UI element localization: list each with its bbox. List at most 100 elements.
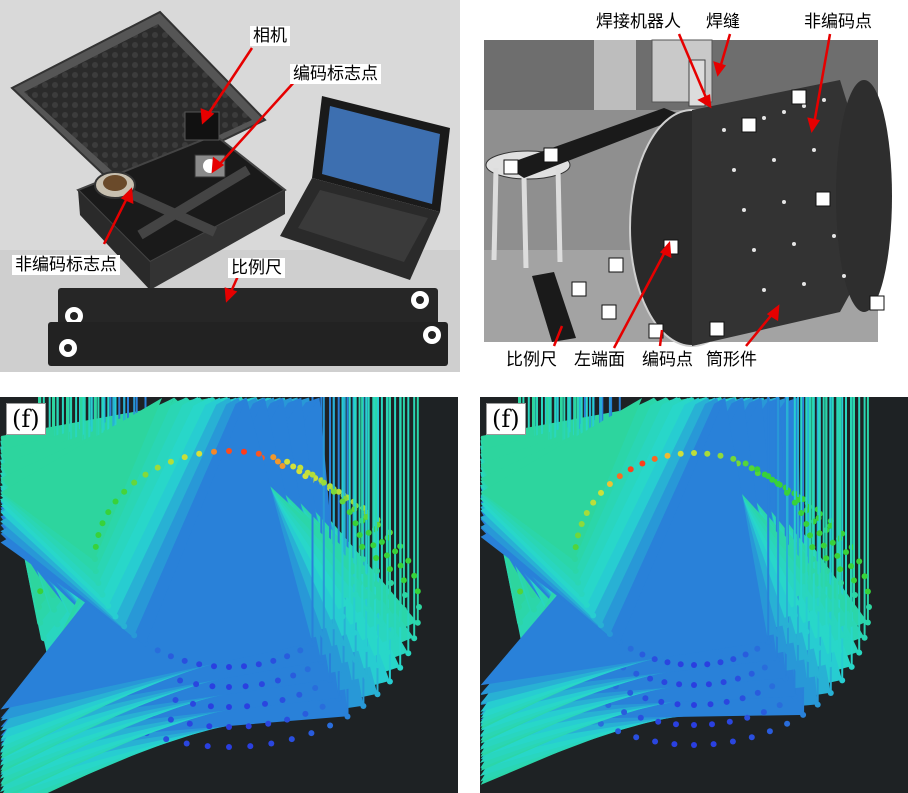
field-arrow: [241, 448, 247, 455]
field-arrow: [642, 695, 649, 702]
field-arrow: [270, 657, 277, 664]
field-arrow: [378, 539, 385, 545]
vector-field-plot-right: (f): [480, 397, 908, 793]
field-arrow: [207, 703, 214, 710]
field-arrow: [691, 702, 697, 708]
field-arrow: [673, 721, 679, 728]
label-camera: 相机: [250, 26, 290, 46]
field-arrow: [167, 716, 174, 723]
field-arrow: [651, 455, 658, 462]
field-arrow: [807, 532, 813, 539]
field-arrow: [177, 677, 184, 684]
field-arrow: [730, 656, 737, 663]
field-arrow: [211, 663, 217, 670]
field-arrow: [647, 675, 654, 682]
field-arrow: [265, 720, 272, 727]
field-arrow: [578, 521, 585, 527]
field-arrow: [255, 661, 262, 668]
field-arrow: [744, 714, 751, 721]
field-arrow: [290, 672, 297, 679]
field-arrow: [616, 473, 623, 480]
plot-tag-right: (f): [486, 403, 526, 435]
field-arrow: [837, 566, 844, 573]
field-arrow: [820, 542, 827, 549]
field-arrow: [92, 543, 99, 550]
field-arrow: [517, 588, 524, 595]
field-arrow: [193, 681, 200, 688]
field-arrow: [627, 689, 634, 696]
field-arrow: [664, 452, 671, 459]
field-arrow: [274, 677, 281, 684]
field-arrow: [705, 681, 712, 688]
field-arrow: [754, 466, 761, 473]
field-arrow: [319, 703, 326, 710]
field-arrow: [95, 532, 102, 538]
field-arrow: [383, 552, 390, 559]
field-arrow: [664, 659, 671, 666]
photo-welding-setup: 焊接机器人 焊缝 非编码点 比例尺 左端面 编码点 筒形件: [484, 0, 908, 372]
field-arrow: [244, 703, 251, 710]
field-arrow: [726, 718, 733, 725]
field-arrow: [748, 670, 755, 677]
field-arrow: [262, 700, 268, 707]
field-arrow: [633, 670, 640, 677]
field-arrow: [761, 664, 768, 671]
field-arrow: [834, 552, 841, 559]
field-arrow: [411, 572, 418, 579]
field-arrow: [37, 588, 44, 595]
field-arrow: [734, 675, 741, 682]
field-arrow: [245, 723, 252, 730]
label-cylinder-part: 筒形件: [706, 350, 757, 370]
field-arrow: [598, 489, 604, 496]
field-arrow: [760, 709, 767, 716]
field-arrow: [583, 510, 590, 516]
field-arrow: [765, 473, 772, 480]
field-arrow: [268, 740, 275, 747]
field-arrow: [297, 647, 304, 654]
field-arrow: [297, 464, 304, 471]
label-welding-robot: 焊接机器人: [596, 12, 681, 32]
field-arrow: [769, 683, 776, 690]
field-arrow: [742, 460, 749, 467]
label-weld-seam: 焊缝: [706, 12, 740, 32]
field-arrow: [339, 498, 346, 505]
field-arrow: [655, 718, 662, 725]
field-arrow: [309, 471, 316, 478]
label-left-end-face: 左端面: [574, 350, 625, 370]
field-arrow: [856, 558, 863, 565]
field-arrow: [729, 738, 736, 745]
field-arrow: [627, 466, 634, 473]
field-arrow: [373, 555, 380, 561]
camera-object: [184, 111, 220, 141]
field-arrow: [279, 697, 286, 703]
field-arrow: [652, 738, 659, 745]
field-arrow: [356, 532, 363, 538]
field-arrow: [226, 448, 232, 454]
field-arrow: [181, 454, 188, 461]
scale-bar-lower: [48, 322, 448, 366]
field-arrow: [167, 653, 174, 660]
label-scale-bar: 比例尺: [228, 258, 285, 278]
field-arrow: [677, 661, 684, 668]
label-coded-point: 编码点: [642, 350, 693, 370]
field-arrow: [748, 465, 755, 472]
vector-field-right-svg: [480, 397, 872, 785]
field-arrow: [784, 720, 791, 727]
field-arrow: [284, 653, 291, 660]
field-arrow: [196, 661, 203, 668]
field-arrow: [597, 720, 604, 727]
field-arrow: [226, 744, 232, 750]
field-arrow: [196, 450, 203, 457]
field-arrow: [163, 736, 170, 743]
field-arrow: [167, 458, 174, 465]
field-arrow: [776, 702, 783, 709]
field-arrow: [864, 588, 871, 595]
field-arrow: [717, 659, 724, 666]
field-arrow: [247, 743, 254, 750]
cylinder-body: [692, 80, 886, 346]
field-arrow: [639, 651, 646, 658]
field-arrow: [304, 469, 311, 476]
field-arrow: [676, 681, 683, 688]
field-arrow: [816, 530, 823, 537]
plot-tag-left: (f): [6, 403, 46, 435]
